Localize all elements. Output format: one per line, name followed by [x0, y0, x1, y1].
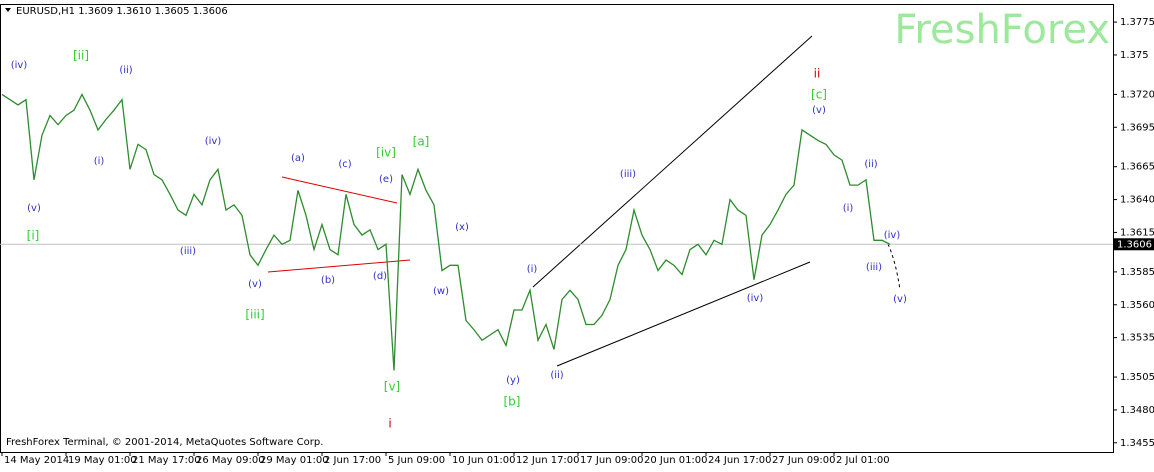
x-tick-label: 17 Jun 09:00 [580, 455, 644, 466]
wave-label: (a) [291, 153, 305, 164]
wave-label: ii [814, 67, 821, 81]
wave-label: (x) [455, 222, 469, 233]
x-tick-label: 2 Jun 17:00 [324, 455, 381, 466]
wave-label: [iii] [245, 308, 264, 322]
y-tick-label: 1.3775 [1120, 17, 1154, 28]
wave-label: (iii) [180, 246, 196, 257]
wave-label: (y) [506, 375, 520, 386]
price-line [1, 92, 891, 371]
footer: FreshForex Terminal, © 2001-2014, MetaQu… [6, 437, 323, 448]
current-price-box [1114, 238, 1154, 251]
wave-label: (i) [94, 156, 105, 167]
menu-triangle [5, 8, 11, 12]
y-tick-label: 1.3665 [1120, 162, 1154, 173]
wave-label: (iv) [11, 60, 28, 71]
x-tick-label: 10 Jun 01:00 [452, 455, 516, 466]
y-tick-label: 1.375 [1120, 50, 1149, 61]
x-tick-label: 29 May 01:00 [260, 455, 329, 466]
chart-title: EURUSD,H1 1.3609 1.3610 1.3605 1.3606 [16, 6, 228, 17]
wave-label: (iv) [205, 136, 222, 147]
watermark: FreshForex [894, 7, 1110, 53]
x-tick-label: 24 Jun 17:00 [708, 455, 772, 466]
wave-label: (iv) [747, 293, 764, 304]
x-tick-label: 21 May 17:00 [132, 455, 201, 466]
wave-label: (v) [893, 294, 907, 305]
y-tick-label: 1.3695 [1120, 122, 1154, 133]
projection [887, 243, 901, 291]
x-tick-label: 19 May 01:00 [68, 455, 137, 466]
wave-label: (ii) [550, 370, 563, 381]
y-tick-label: 1.3585 [1120, 267, 1154, 278]
wave-label: [c] [811, 88, 827, 102]
y-tick-label: 1.3480 [1120, 405, 1154, 416]
y-tick-label: 1.3615 [1120, 227, 1154, 238]
x-tick-label: 2 Jul 01:00 [836, 455, 890, 466]
y-tick-label: 1.3535 [1120, 333, 1154, 344]
channel-lower [556, 261, 811, 367]
trend-lines [267, 35, 901, 367]
triangle-lower [267, 259, 411, 273]
current-price-label: 1.3606 [1117, 239, 1152, 250]
y-tick-label: 1.3505 [1120, 372, 1154, 383]
x-tick-label: 20 Jun 01:00 [644, 455, 708, 466]
channel-upper [532, 35, 813, 288]
wave-label: (v) [248, 279, 262, 290]
wave-label: (w) [433, 286, 449, 297]
x-tick-label: 26 May 09:00 [196, 455, 265, 466]
wave-label: (iv) [884, 230, 901, 241]
wave-label: (iii) [620, 169, 636, 180]
y-tick-label: 1.3640 [1120, 195, 1154, 206]
triangle-upper [281, 176, 398, 204]
x-tick-label: 5 Jun 09:00 [388, 455, 445, 466]
y-tick-label: 1.3720 [1120, 89, 1154, 100]
wave-label: (i) [527, 264, 538, 275]
wave-label: [iv] [376, 146, 396, 160]
wave-label: [ii] [73, 49, 89, 63]
wave-label: [i] [27, 229, 40, 243]
wave-label: [b] [504, 395, 521, 409]
y-tick-label: 1.3560 [1120, 300, 1154, 311]
wave-label: (i) [843, 203, 854, 214]
wave-label: (ii) [864, 159, 877, 170]
wave-label: (iii) [866, 262, 882, 273]
wave-label: (v) [27, 203, 41, 214]
wave-label: (c) [338, 159, 351, 170]
wave-label: i [388, 417, 391, 431]
wave-label: (d) [373, 271, 387, 282]
wave-label: [v] [384, 380, 400, 394]
plot-frame [0, 4, 1114, 453]
wave-label: (ii) [119, 65, 132, 76]
x-tick-label: 14 May 2014 [4, 455, 69, 466]
wave-label: [a] [413, 135, 430, 149]
y-tick-label: 1.3455 [1120, 438, 1154, 449]
x-tick-label: 27 Jun 09:00 [772, 455, 836, 466]
x-tick-label: 12 Jun 17:00 [516, 455, 580, 466]
wave-label: (e) [379, 174, 393, 185]
wave-label: (v) [812, 105, 826, 116]
wave-label: (b) [321, 275, 335, 286]
